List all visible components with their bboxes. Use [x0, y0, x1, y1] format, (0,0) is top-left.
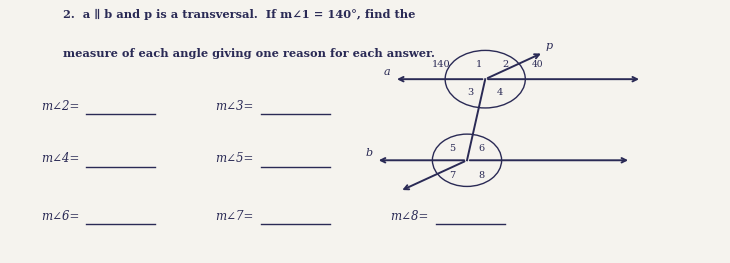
Text: 40: 40 — [532, 60, 543, 69]
Text: 2.  a ∥ b and p is a transversal.  If m∠1 = 140°, find the: 2. a ∥ b and p is a transversal. If m∠1 … — [63, 8, 415, 20]
Text: 140: 140 — [432, 60, 451, 69]
Text: m∠7=: m∠7= — [215, 210, 254, 223]
Text: p: p — [546, 41, 553, 51]
Text: m∠5=: m∠5= — [215, 153, 254, 165]
Text: m∠4=: m∠4= — [41, 153, 79, 165]
Text: a: a — [384, 67, 391, 77]
Text: m∠8=: m∠8= — [391, 210, 429, 223]
Text: 2: 2 — [502, 59, 509, 68]
Text: 6: 6 — [479, 144, 485, 153]
Text: m∠3=: m∠3= — [215, 100, 254, 113]
Text: 1: 1 — [476, 59, 483, 68]
Text: 8: 8 — [479, 171, 485, 180]
Text: 4: 4 — [496, 88, 503, 97]
Text: b: b — [365, 148, 372, 158]
Text: m∠6=: m∠6= — [41, 210, 79, 223]
Text: measure of each angle giving one reason for each answer.: measure of each angle giving one reason … — [63, 48, 434, 59]
Text: 3: 3 — [467, 88, 474, 97]
Text: 7: 7 — [449, 171, 456, 180]
Text: m∠2=: m∠2= — [41, 100, 79, 113]
Text: 5: 5 — [450, 144, 456, 153]
